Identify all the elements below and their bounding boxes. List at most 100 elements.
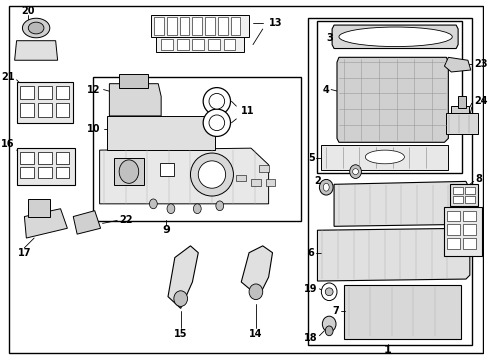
Bar: [17, 82, 73, 123]
Polygon shape: [444, 57, 470, 72]
Ellipse shape: [190, 153, 233, 196]
Text: 12: 12: [87, 85, 101, 95]
Text: 7: 7: [331, 306, 338, 316]
Bar: [167, 17, 177, 35]
Text: 18: 18: [303, 333, 317, 343]
Bar: [180, 17, 189, 35]
Bar: [156, 37, 244, 53]
Bar: [56, 167, 69, 179]
Text: 4: 4: [322, 85, 328, 95]
Text: 13: 13: [268, 18, 282, 28]
Bar: [449, 184, 477, 206]
Bar: [38, 103, 52, 117]
Ellipse shape: [203, 87, 230, 115]
Bar: [447, 211, 459, 221]
Bar: [447, 224, 459, 235]
Bar: [119, 74, 148, 87]
Bar: [217, 17, 227, 35]
Ellipse shape: [198, 161, 225, 188]
Bar: [20, 167, 34, 179]
Bar: [462, 211, 475, 221]
Bar: [223, 39, 235, 50]
Text: 8: 8: [475, 175, 482, 184]
Bar: [446, 113, 477, 135]
Bar: [457, 96, 465, 108]
Text: 24: 24: [473, 96, 486, 106]
Bar: [38, 152, 52, 164]
Bar: [56, 103, 69, 117]
Bar: [317, 21, 461, 172]
Polygon shape: [100, 148, 268, 204]
Bar: [462, 238, 475, 249]
Bar: [17, 148, 75, 185]
Polygon shape: [317, 228, 469, 281]
Ellipse shape: [215, 201, 223, 211]
Bar: [20, 103, 34, 117]
Ellipse shape: [193, 204, 201, 213]
Text: 1: 1: [383, 345, 391, 355]
Bar: [107, 116, 214, 150]
Bar: [151, 15, 248, 37]
Ellipse shape: [22, 18, 50, 38]
Text: 11: 11: [241, 106, 254, 116]
Ellipse shape: [149, 199, 157, 209]
Polygon shape: [109, 84, 161, 116]
Ellipse shape: [349, 165, 361, 179]
Polygon shape: [331, 25, 457, 49]
Bar: [343, 285, 460, 339]
Bar: [204, 17, 214, 35]
Ellipse shape: [174, 291, 187, 306]
Ellipse shape: [325, 326, 332, 336]
Ellipse shape: [248, 284, 262, 300]
Ellipse shape: [322, 316, 335, 332]
Bar: [321, 145, 447, 170]
Ellipse shape: [319, 179, 332, 195]
Polygon shape: [24, 209, 67, 238]
Ellipse shape: [325, 288, 332, 296]
Bar: [56, 86, 69, 99]
Polygon shape: [336, 57, 447, 142]
Ellipse shape: [28, 22, 44, 34]
Text: 20: 20: [21, 6, 35, 17]
Bar: [56, 152, 69, 164]
Ellipse shape: [352, 169, 358, 175]
Bar: [307, 18, 471, 346]
Text: 17: 17: [18, 248, 31, 258]
Text: 15: 15: [174, 329, 187, 339]
Bar: [192, 17, 202, 35]
Bar: [265, 179, 275, 186]
Polygon shape: [333, 181, 467, 226]
Bar: [452, 187, 462, 194]
Text: 16: 16: [1, 139, 15, 149]
Ellipse shape: [208, 115, 224, 131]
Bar: [236, 175, 245, 181]
Bar: [258, 165, 268, 172]
Text: 10: 10: [87, 123, 101, 134]
Text: 14: 14: [249, 329, 262, 339]
Bar: [38, 167, 52, 179]
Bar: [464, 187, 474, 194]
Bar: [192, 39, 203, 50]
Bar: [447, 238, 459, 249]
Bar: [177, 39, 188, 50]
Text: 3: 3: [325, 33, 332, 43]
Text: 6: 6: [307, 248, 314, 258]
Text: 21: 21: [1, 72, 15, 82]
Ellipse shape: [119, 160, 139, 183]
Bar: [28, 199, 50, 217]
Bar: [450, 106, 468, 114]
Bar: [20, 152, 34, 164]
Bar: [161, 39, 173, 50]
Bar: [207, 39, 219, 50]
Bar: [114, 158, 143, 185]
Text: 22: 22: [119, 215, 132, 225]
Ellipse shape: [365, 150, 404, 164]
Bar: [464, 196, 474, 203]
Bar: [444, 207, 481, 256]
Text: 5: 5: [307, 153, 314, 163]
Bar: [250, 179, 260, 186]
Bar: [160, 163, 174, 176]
Ellipse shape: [321, 283, 336, 301]
Bar: [452, 196, 462, 203]
Text: 23: 23: [473, 59, 486, 69]
